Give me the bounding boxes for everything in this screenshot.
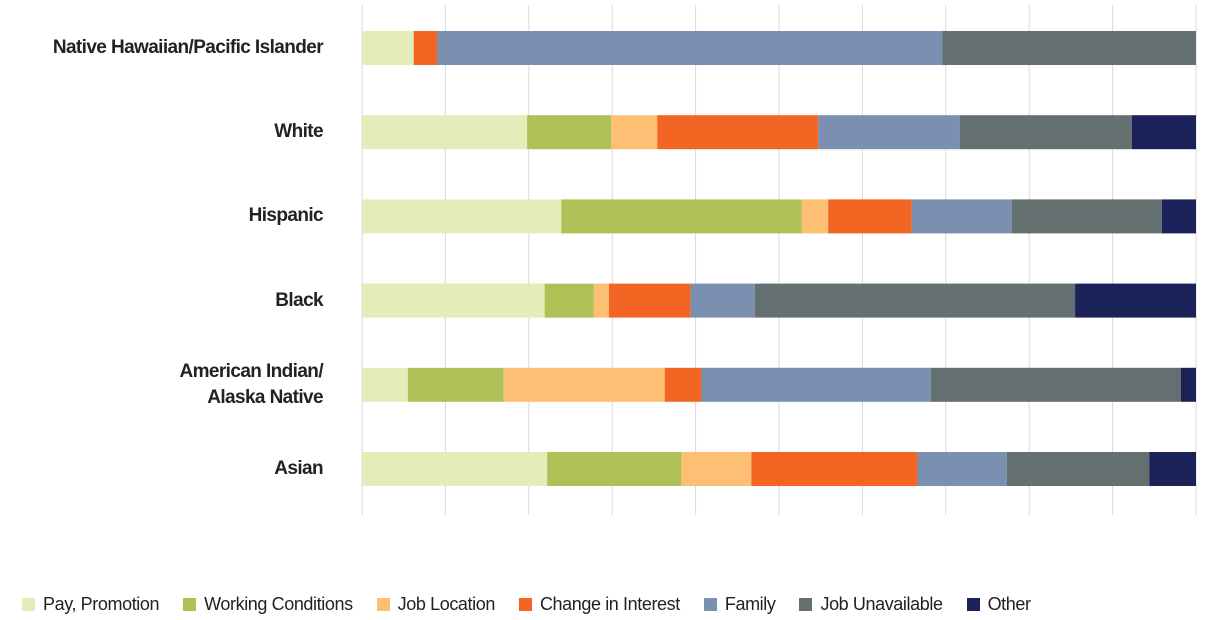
bar-segment [917, 452, 1007, 486]
legend-item: Change in Interest [518, 594, 680, 615]
legend-swatch [799, 598, 813, 611]
bar-segment [1131, 115, 1196, 150]
bar-segment [362, 199, 562, 234]
bar-segment [362, 367, 408, 402]
legend-swatch [518, 598, 532, 611]
legend-item: Job Location [376, 594, 496, 615]
bar-segment [681, 452, 752, 486]
bar-segment [362, 283, 545, 318]
bar-segment [362, 452, 548, 486]
bar-segment [664, 367, 702, 402]
legend-item: Working Conditions [183, 594, 353, 615]
bar-segment [1180, 367, 1196, 402]
y-tick-label: Hispanic [248, 205, 324, 227]
bar-segment [611, 115, 658, 150]
bar-segment [818, 115, 960, 150]
bar-segment [362, 115, 528, 150]
legend-swatch [966, 598, 980, 611]
bar-segment [437, 31, 943, 65]
bar-segment [413, 31, 438, 65]
y-tick-label: Black [275, 289, 323, 311]
bar-segment [701, 367, 931, 402]
y-tick-label: White [274, 121, 323, 143]
legend-item: Pay, Promotion [22, 594, 160, 615]
legend-label: Other [987, 594, 1031, 614]
bar-segment [561, 199, 802, 234]
legend-label: Change in Interest [539, 594, 680, 614]
bar-segment [657, 115, 819, 150]
legend-swatch [183, 598, 197, 611]
bar-segment [503, 367, 665, 402]
bar-segment [801, 199, 829, 234]
bar-segment [911, 199, 1012, 234]
bar-segment [1075, 283, 1196, 318]
bar-segment [407, 367, 504, 402]
legend-item: Other [966, 594, 1031, 615]
bar-segment [942, 31, 1196, 65]
bar-segment [362, 31, 414, 65]
bar-segment [1011, 199, 1162, 234]
y-tick-label: Native Hawaiian/Pacific Islander [52, 37, 324, 58]
plot [361, 5, 1197, 515]
y-tick-label: American Indian/ Alaska Native [179, 360, 324, 408]
legend-label: Job Unavailable [820, 594, 943, 614]
bar-segment [593, 283, 609, 318]
bar-segment [828, 199, 912, 234]
bar-segment [1149, 452, 1196, 486]
y-tick-label: Asian [274, 458, 323, 479]
legend-label: Pay, Promotion [43, 594, 160, 614]
legend-label: Family [724, 594, 776, 614]
bar-segment [754, 283, 1076, 318]
legend: Pay, Promotion Working Conditions Job Loca… [22, 594, 1031, 615]
legend-swatch [22, 598, 35, 611]
bar-segment [930, 367, 1181, 402]
bar-segment [608, 283, 691, 318]
legend-swatch [376, 598, 390, 611]
legend-item: Job Unavailable [799, 594, 943, 615]
bar-segment [751, 452, 918, 486]
legend-item: Family [703, 594, 776, 615]
bar-segment [1006, 452, 1150, 486]
legend-label: Job Location [397, 594, 496, 614]
bar-segment [547, 452, 682, 486]
bar-segment [1161, 199, 1196, 234]
bar-segment [544, 283, 594, 318]
legend-label: Working Conditions [204, 594, 353, 614]
bar-segment [959, 115, 1132, 150]
bar-segment [690, 283, 755, 318]
bar-segment [527, 115, 612, 150]
legend-swatch [703, 598, 717, 611]
